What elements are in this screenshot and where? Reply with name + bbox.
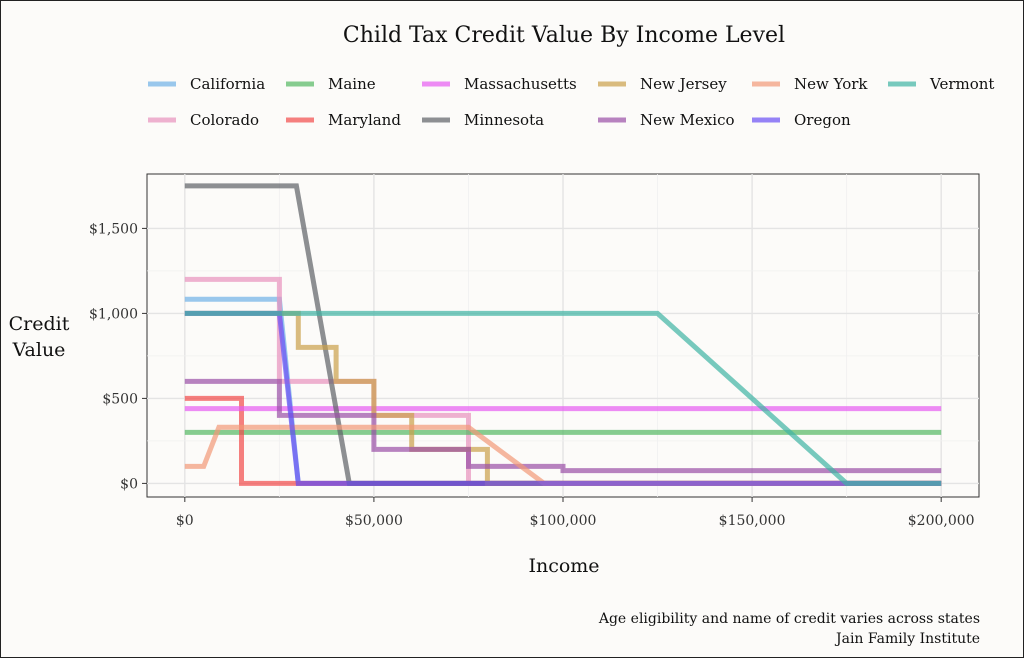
y-tick-label: $500 <box>102 391 138 407</box>
y-tick-label: $0 <box>120 476 138 492</box>
legend-label: New Mexico <box>640 111 735 129</box>
legend-label: Minnesota <box>464 111 544 129</box>
y-tick-label: $1,000 <box>89 306 138 322</box>
x-tick-label: $50,000 <box>345 513 403 529</box>
x-axis-title: Income <box>528 555 599 577</box>
series-line-new-mexico <box>184 378 942 474</box>
legend-label: California <box>190 75 265 93</box>
legend-label: Oregon <box>794 111 851 129</box>
y-axis-title-line1: Credit <box>9 313 70 335</box>
x-tick-label: $0 <box>176 513 194 529</box>
legend-label: Colorado <box>190 111 259 129</box>
y-axis-title-line2: Value <box>12 339 66 361</box>
chart-title: Child Tax Credit Value By Income Level <box>343 23 785 48</box>
caption-line2: Jain Family Institute <box>834 631 980 647</box>
legend-label: Maine <box>328 75 376 93</box>
y-tick-label: $1,500 <box>89 221 138 237</box>
axis-ticks: $0 $50,000 $100,000 $150,000 $200,000 $0 $500 $… <box>89 221 975 529</box>
series-line-vermont <box>184 310 942 486</box>
x-tick-label: $150,000 <box>719 513 786 529</box>
series-group <box>184 183 942 486</box>
legend-label: Vermont <box>929 75 994 93</box>
legend-label: New Jersey <box>640 75 727 93</box>
legend: California Colorado Maine Maryland Massachus… <box>148 75 994 129</box>
x-tick-label: $200,000 <box>908 513 975 529</box>
legend-label: New York <box>794 75 868 93</box>
x-tick-label: $100,000 <box>530 513 597 529</box>
caption-line1: Age eligibility and name of credit varie… <box>598 611 980 627</box>
legend-label: Massachusetts <box>464 75 577 93</box>
legend-label: Maryland <box>328 111 401 129</box>
